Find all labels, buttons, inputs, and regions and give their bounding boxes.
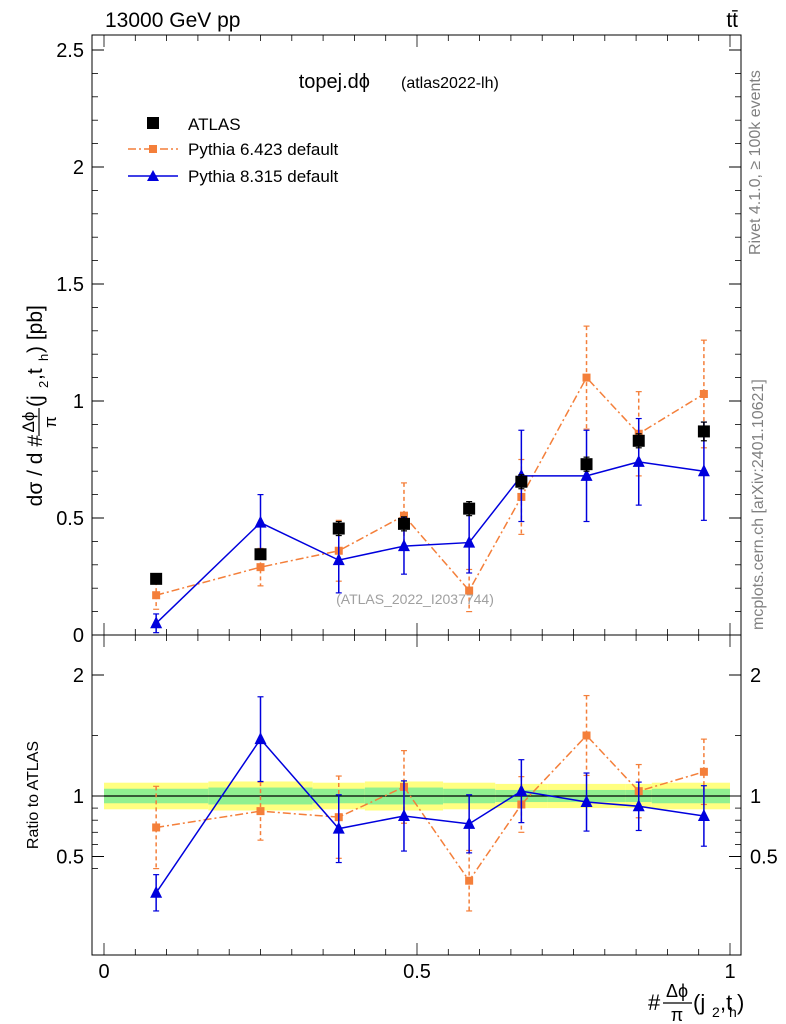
main-ylabel-den: π	[41, 416, 60, 428]
atlas-point	[632, 434, 645, 447]
main-ytick-label: 1.5	[56, 274, 84, 296]
main-ylabel-post: (j	[24, 395, 47, 407]
py6-point	[582, 373, 591, 382]
py6-line	[155, 376, 705, 596]
chart-subtitle: (atlas2022-lh)	[401, 75, 499, 92]
legend-py8-marker	[147, 170, 159, 181]
py6-point	[152, 591, 161, 600]
main-series	[150, 325, 710, 634]
xlabel-mid: ,t	[720, 990, 732, 1015]
ratio-py8-point	[254, 732, 267, 745]
xlabel-den: π	[671, 1005, 683, 1024]
main-ylabel-sub2: h	[36, 354, 51, 361]
ratio-xtick-label: 0.5	[403, 961, 431, 983]
atlas-point	[515, 475, 528, 488]
ratio-ytick-label: 0.5	[56, 847, 84, 869]
py8-point	[632, 454, 645, 467]
main-ytick-label: 0	[73, 625, 84, 647]
atlas-point	[254, 548, 267, 561]
energy-label: 13000 GeV pp	[105, 9, 240, 32]
main-ylabel-mid: ,t	[24, 368, 47, 380]
ratio-py6-point	[256, 807, 265, 816]
main-ylabel-num: Δϕ	[19, 412, 38, 433]
xlabel-end: )	[737, 990, 744, 1015]
xlabel-sub1: 2	[712, 1004, 720, 1020]
legend-atlas-label: ATLAS	[188, 115, 241, 134]
ratio-xtick-label: 0	[98, 961, 109, 983]
main-ylabel-pre: dσ / d #	[24, 435, 47, 507]
ratio-py6-point	[152, 823, 161, 832]
main-ytick-label: 2	[73, 157, 84, 179]
ratio-xtick-label: 1	[724, 961, 735, 983]
ratio-py8-point	[632, 799, 645, 812]
ratio-series	[150, 694, 710, 912]
main-ytick-label: 1	[73, 391, 84, 413]
ratio-py8-line	[155, 737, 705, 894]
xlabel: # Δϕ π (j 2 ,t h )	[648, 981, 744, 1024]
axes: 0 0.5 1 1.5 2 2.5 0 0.5 1 0.5 0.5 1 1 2 2	[56, 35, 778, 983]
legend-py6-label: Pythia 6.423 default	[188, 140, 339, 159]
ratio-py8-point	[332, 821, 345, 834]
py8-point	[332, 553, 345, 566]
py6-point	[699, 389, 708, 398]
chart-title: topej.dϕ	[299, 71, 370, 93]
py8-point	[697, 464, 710, 477]
main-ytick-label: 0.5	[56, 508, 84, 530]
xlabel-sub2: h	[729, 1004, 737, 1020]
atlas-point	[397, 517, 410, 530]
main-ylabel: dσ / d # Δϕ π (j 2 ,t h ) [pb]	[19, 305, 60, 506]
legend-atlas-marker	[147, 117, 159, 129]
py6-point	[256, 563, 265, 572]
ratio-frame	[91, 634, 742, 956]
atlas-point	[150, 572, 163, 585]
main-ylabel-sub1: 2	[36, 381, 51, 388]
atlas-point	[697, 425, 710, 438]
ratio-ytick-label-right: 0.5	[750, 847, 778, 869]
ratio-ytick-label: 1	[73, 786, 84, 808]
ratio-ytick-label-right: 2	[750, 665, 761, 687]
py8-point	[580, 468, 593, 481]
mcplots-label: mcplots.cern.ch [arXiv:2401.10621]	[750, 379, 767, 630]
main-ylabel-end: ) [pb]	[24, 305, 47, 353]
xlabel-num: Δϕ	[666, 981, 688, 1001]
xlabel-pre: #	[648, 990, 661, 1015]
py8-point	[254, 515, 267, 528]
ratio-py6-point	[582, 731, 591, 740]
legend-py8-label: Pythia 8.315 default	[188, 167, 339, 186]
py8-point	[463, 535, 476, 548]
ratio-py8-point	[463, 816, 476, 829]
py6-point	[465, 586, 474, 595]
ratio-py6-point	[465, 876, 474, 885]
main-ytick-label: 2.5	[56, 40, 84, 62]
ratio-ylabel: Ratio to ATLAS	[25, 741, 42, 849]
py8-point	[397, 539, 410, 552]
ratio-py8-point	[580, 795, 593, 808]
ratio-py8-point	[150, 885, 163, 898]
ratio-py8-point	[515, 784, 528, 797]
ratio-ytick-label-right: 1	[750, 786, 761, 808]
xlabel-post: (j	[693, 990, 705, 1015]
legend-py6-marker	[149, 145, 157, 153]
py6-point	[399, 511, 408, 520]
py8-point	[150, 616, 163, 629]
atlas-point	[463, 502, 476, 515]
process-label: tt̄	[726, 9, 738, 32]
ratio-py6-point	[699, 767, 708, 776]
ratio-py8-point	[397, 808, 410, 821]
atlas-point	[332, 522, 345, 535]
watermark: (ATLAS_2022_I2037744)	[336, 591, 494, 607]
ratio-ytick-label: 2	[73, 665, 84, 687]
ratio-py8-point	[697, 808, 710, 821]
atlas-point	[580, 458, 593, 471]
legend: ATLAS Pythia 6.423 default Pythia 8.315 …	[128, 115, 339, 186]
rivet-label: Rivet 4.1.0, ≥ 100k events	[747, 70, 764, 255]
